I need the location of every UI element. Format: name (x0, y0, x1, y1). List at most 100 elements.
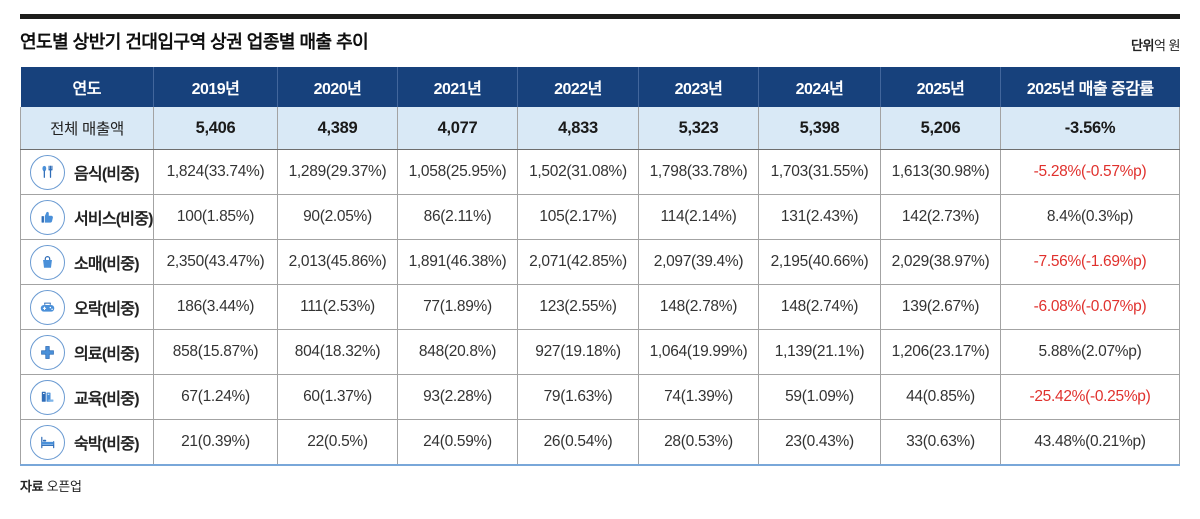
unit-label: 단위억 원 (1131, 35, 1180, 54)
shopping-bag-icon (30, 244, 65, 280)
thumbs-up-icon (30, 199, 65, 235)
cell-value: 4,077 (397, 107, 518, 150)
cell-value: 74(1.39%) (638, 374, 759, 420)
cell-value: 24(0.59%) (397, 419, 518, 466)
sales-table: 연도 2019년 2020년 2021년 2022년 2023년 2024년 2… (20, 67, 1180, 466)
cell-change: 43.48%(0.21%p) (1000, 419, 1180, 466)
cell-value: 86(2.11%) (397, 194, 518, 240)
cell-value: 123(2.55%) (517, 284, 639, 330)
table-row-entertainment: 오락(비중) 186(3.44%) 111(2.53%) 77(1.89%) 1… (20, 284, 1180, 330)
cell-value: 44(0.85%) (880, 374, 1001, 420)
cell-value: 2,071(42.85%) (517, 239, 639, 285)
row-label: 오락(비중) (74, 301, 140, 318)
table-header-row: 연도 2019년 2020년 2021년 2022년 2023년 2024년 2… (20, 67, 1180, 107)
cell-value: 139(2.67%) (880, 284, 1001, 330)
books-icon (30, 379, 65, 415)
cell-value: 2,097(39.4%) (638, 239, 759, 285)
cell-value: 28(0.53%) (638, 419, 759, 466)
row-label: 숙박(비중) (74, 436, 140, 453)
row-label: 의료(비중) (74, 346, 140, 363)
cell-value: 4,389 (277, 107, 398, 150)
cell-value: 148(2.74%) (758, 284, 881, 330)
col-header-2021: 2021년 (397, 67, 518, 107)
cell-value: 93(2.28%) (397, 374, 518, 420)
cell-value: 59(1.09%) (758, 374, 881, 420)
cell-value: 1,206(23.17%) (880, 329, 1001, 375)
cell-value: 848(20.8%) (397, 329, 518, 375)
unit-label-rest: 억 원 (1153, 38, 1181, 53)
cell-value: 26(0.54%) (517, 419, 639, 466)
cell-value: 105(2.17%) (517, 194, 639, 240)
cell-value: 60(1.37%) (277, 374, 398, 420)
row-label: 음식(비중) (74, 166, 140, 183)
cell-change: 5.88%(2.07%p) (1000, 329, 1180, 375)
cell-value: 77(1.89%) (397, 284, 518, 330)
col-header-change: 2025년 매출 증감률 (1000, 67, 1180, 107)
cell-value: 100(1.85%) (153, 194, 278, 240)
cell-change: -3.56% (1000, 107, 1180, 150)
medical-cross-icon (30, 334, 65, 370)
cell-value: 90(2.05%) (277, 194, 398, 240)
table-row-food: 음식(비중) 1,824(33.74%) 1,289(29.37%) 1,058… (20, 149, 1180, 195)
cell-value: 1,058(25.95%) (397, 149, 518, 195)
col-header-2020: 2020년 (277, 67, 398, 107)
cell-value: 2,195(40.66%) (758, 239, 881, 285)
cell-value: 148(2.78%) (638, 284, 759, 330)
bed-icon (30, 424, 65, 460)
cell-value: 1,064(19.99%) (638, 329, 759, 375)
cell-value: 1,139(21.1%) (758, 329, 881, 375)
cell-value: 2,029(38.97%) (880, 239, 1001, 285)
cell-change: -25.42%(-0.25%p) (1000, 374, 1180, 420)
cell-change: -5.28%(-0.57%p) (1000, 149, 1180, 195)
utensils-icon (30, 154, 65, 190)
cell-value: 23(0.43%) (758, 419, 881, 466)
cell-value: 2,350(43.47%) (153, 239, 278, 285)
source-credit: 자료 오픈업 (20, 476, 1180, 495)
cell-change: -6.08%(-0.07%p) (1000, 284, 1180, 330)
cell-value: 1,289(29.37%) (277, 149, 398, 195)
cell-value: 186(3.44%) (153, 284, 278, 330)
page-title: 연도별 상반기 건대입구역 상권 업종별 매출 추이 (20, 32, 369, 52)
cell-value: 927(19.18%) (517, 329, 639, 375)
cell-value: 67(1.24%) (153, 374, 278, 420)
table-row-retail: 소매(비중) 2,350(43.47%) 2,013(45.86%) 1,891… (20, 239, 1180, 285)
cell-value: 4,833 (517, 107, 639, 150)
cell-value: 142(2.73%) (880, 194, 1001, 240)
cell-value: 5,398 (758, 107, 881, 150)
col-header-2023: 2023년 (638, 67, 759, 107)
cell-value: 79(1.63%) (517, 374, 639, 420)
cell-value: 804(18.32%) (277, 329, 398, 375)
col-header-2025: 2025년 (880, 67, 1001, 107)
cell-value: 2,013(45.86%) (277, 239, 398, 285)
header-block: 연도별 상반기 건대입구역 상권 업종별 매출 추이 단위억 원 (20, 28, 1181, 54)
page: 연도별 상반기 건대입구역 상권 업종별 매출 추이 단위억 원 연도 2019… (20, 14, 1181, 495)
cell-value: 33(0.63%) (880, 419, 1001, 466)
source-value: 오픈업 (46, 479, 82, 494)
cell-value: 114(2.14%) (638, 194, 759, 240)
top-rule (20, 14, 1180, 19)
cell-value: 5,323 (638, 107, 759, 150)
cell-value: 1,798(33.78%) (638, 149, 759, 195)
total-sales-row: 전체 매출액 5,406 4,389 4,077 4,833 5,323 5,3… (20, 107, 1180, 150)
row-label: 교육(비중) (74, 391, 140, 408)
table-row-medical: 의료(비중) 858(15.87%) 804(18.32%) 848(20.8%… (20, 329, 1180, 375)
cell-value: 111(2.53%) (277, 284, 398, 330)
cell-change: -7.56%(-1.69%p) (1000, 239, 1180, 285)
cell-value: 5,206 (880, 107, 1001, 150)
cell-value: 21(0.39%) (153, 419, 278, 466)
table-row-lodging: 숙박(비중) 21(0.39%) 22(0.5%) 24(0.59%) 26(0… (20, 419, 1180, 466)
cell-value: 1,891(46.38%) (397, 239, 518, 285)
row-label: 서비스(비중) (74, 211, 153, 228)
col-header-year: 연도 (20, 67, 154, 107)
cell-change: 8.4%(0.3%p) (1000, 194, 1180, 240)
cell-value: 131(2.43%) (758, 194, 881, 240)
cell-value: 1,824(33.74%) (153, 149, 278, 195)
row-label: 소매(비중) (74, 256, 140, 273)
unit-label-bold: 단위 (1131, 38, 1154, 53)
cell-value: 1,703(31.55%) (758, 149, 881, 195)
cell-value: 22(0.5%) (277, 419, 398, 466)
game-controller-icon (30, 289, 65, 325)
col-header-2022: 2022년 (517, 67, 639, 107)
cell-value: 1,613(30.98%) (880, 149, 1001, 195)
source-label: 자료 (20, 479, 44, 494)
